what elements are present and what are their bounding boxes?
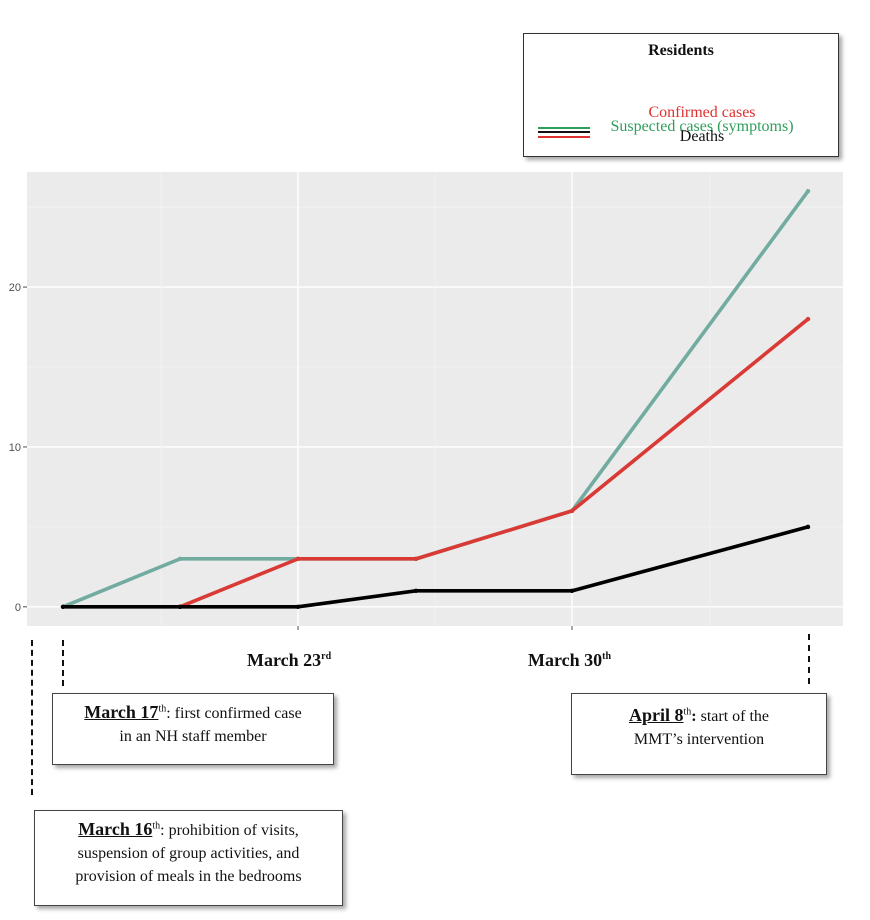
data-point-deaths	[805, 524, 811, 530]
gridlines	[27, 172, 843, 626]
legend-label-suspected: Suspected cases (symptoms)	[610, 118, 794, 135]
legend-item-confirmed	[524, 105, 838, 138]
x-label-march-30-text: March 30	[528, 650, 603, 670]
event-march-16-line-1: March 16th: prohibition of visits,	[35, 818, 342, 842]
legend-title: Residents	[648, 42, 714, 59]
event-box-march-16: March 16th: prohibition of visits, suspe…	[34, 810, 343, 906]
legend-label-deaths: Deaths	[679, 128, 725, 145]
data-point-suspected-cases-symptoms	[177, 556, 183, 562]
dashed-marker-april-8	[808, 634, 810, 684]
event-march-17-text-a: : first confirmed case	[166, 705, 302, 722]
legend-label-row-confirmed: Confirmed cases	[524, 104, 838, 124]
event-box-april-8: April 8th: start of the MMT’s interventi…	[571, 693, 827, 775]
data-point-confirmed-cases	[805, 316, 811, 322]
x-label-march-23-suffix: rd	[321, 651, 332, 662]
series-line-deaths	[61, 525, 810, 609]
data-point-deaths	[295, 604, 301, 610]
y-axis-ticks: 0 10 20	[9, 282, 27, 614]
event-march-16-date: March 16	[78, 819, 153, 839]
y-tick-label: 0	[15, 602, 21, 614]
event-march-16-line-2: suspension of group activities, and	[77, 845, 300, 862]
legend-item-deaths: Deaths	[524, 128, 838, 148]
event-march-17-line-1: March 17th: first confirmed case	[53, 701, 333, 725]
data-point-confirmed-cases	[295, 556, 301, 562]
legend-swatch-deaths	[538, 131, 590, 133]
event-april-8-line-2: MMT’s intervention	[633, 731, 765, 748]
event-box-march-17: March 17th: first confirmed case in an N…	[52, 693, 334, 765]
legend-label-confirmed: Confirmed cases	[648, 104, 756, 121]
data-point-deaths	[413, 588, 419, 594]
data-point-suspected-cases-symptoms	[805, 188, 811, 194]
y-tick-label: 10	[9, 442, 21, 454]
event-march-16-suffix: th	[152, 820, 161, 832]
event-march-17-suffix: th	[158, 703, 167, 715]
dashed-marker-march-16	[31, 640, 33, 795]
x-axis-ticks	[297, 626, 573, 630]
data-point-deaths	[569, 588, 575, 594]
legend: Residents Suspected cases (symptoms) Con…	[523, 33, 839, 157]
dashed-marker-march-17	[62, 640, 64, 686]
x-label-march-23-text: March 23	[247, 650, 322, 670]
x-label-march-23: March 23rd	[247, 650, 331, 671]
legend-swatch-confirmed	[538, 136, 590, 138]
data-point-deaths	[177, 604, 183, 610]
event-april-8-date: April 8	[628, 705, 684, 725]
legend-item-suspected: Suspected cases (symptoms)	[524, 118, 838, 138]
event-april-8-line-1: April 8th: start of the	[572, 704, 826, 728]
event-march-17-line-2: in an NH staff member	[119, 728, 267, 745]
event-april-8-text-a: start of the	[696, 708, 770, 725]
event-april-8-suffix: th	[683, 706, 692, 718]
line-chart: 0 10 20	[9, 172, 843, 630]
x-label-march-30: March 30th	[528, 650, 611, 671]
legend-swatch-suspected	[538, 127, 590, 129]
data-point-confirmed-cases	[413, 556, 419, 562]
event-march-17-date: March 17	[84, 702, 159, 722]
event-april-8-colon: :	[691, 708, 697, 725]
data-point-deaths	[60, 604, 66, 610]
y-tick-label: 20	[9, 282, 21, 294]
x-label-march-30-suffix: th	[602, 651, 612, 662]
data-point-confirmed-cases	[569, 508, 575, 514]
event-march-16-text-a: : prohibition of visits,	[160, 822, 299, 839]
event-march-16-line-3: provision of meals in the bedrooms	[75, 868, 302, 885]
series-lines	[60, 188, 811, 610]
